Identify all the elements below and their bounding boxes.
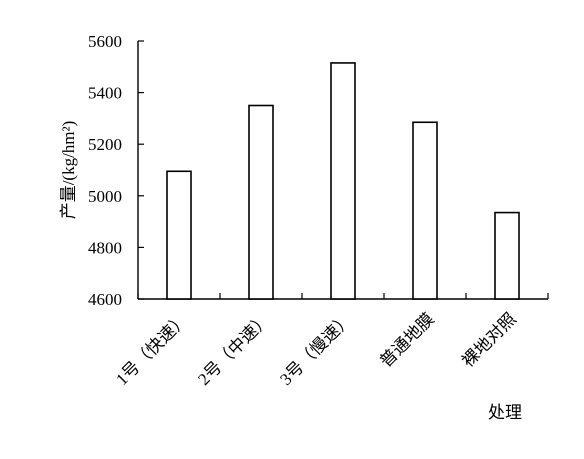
bar xyxy=(166,170,192,300)
category-label: 裸地对照 xyxy=(458,309,520,371)
bars xyxy=(166,62,520,300)
y-tick-label: 4600 xyxy=(88,290,122,309)
y-tick-label: 5000 xyxy=(88,187,122,206)
x-axis-title: 处理 xyxy=(488,403,522,422)
y-axis-title: 产量/(kg/hm²) xyxy=(59,121,78,220)
category-labels: 1号（快速） 2号（中速） 3号（慢速） 普通地膜 裸地对照 xyxy=(112,309,520,389)
category-label: 普通地膜 xyxy=(376,309,438,371)
bar xyxy=(412,121,438,300)
category-label: 3号（慢速） xyxy=(276,309,356,389)
category-label: 2号（中速） xyxy=(194,309,274,389)
y-axis: 4600 4800 5000 5200 5400 5600 xyxy=(88,32,144,309)
y-tick-label: 5600 xyxy=(88,32,122,51)
y-tick-label: 5200 xyxy=(88,135,122,154)
bar xyxy=(330,62,356,300)
bar xyxy=(494,211,520,300)
y-tick-label: 5400 xyxy=(88,84,122,103)
category-label: 1号（快速） xyxy=(112,309,192,389)
y-tick-label: 4800 xyxy=(88,238,122,257)
bar xyxy=(248,104,274,300)
